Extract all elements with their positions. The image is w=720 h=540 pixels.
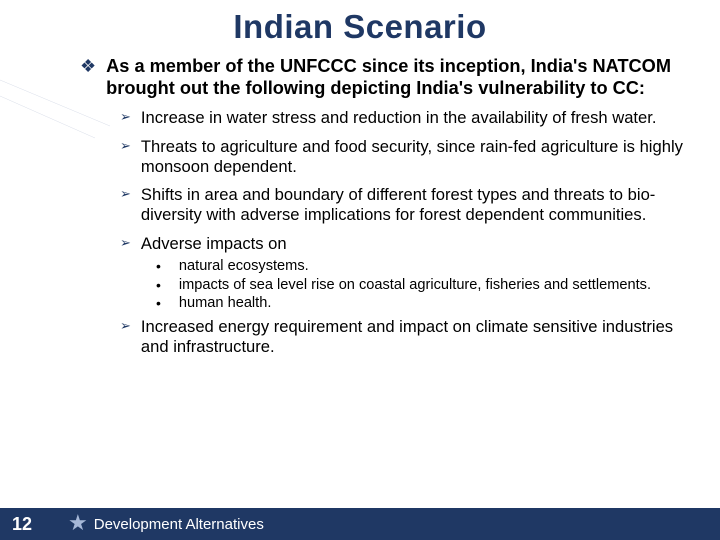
arrow-bullet-icon: ➢	[120, 185, 131, 225]
page-number: 12	[12, 514, 38, 535]
sub-bullet-text: Increased energy requirement and impact …	[141, 317, 690, 357]
sub-sub-bullet: • human health.	[156, 295, 690, 313]
slide: Indian Scenario ❖ As a member of the UNF…	[0, 0, 720, 540]
sub-sub-text: impacts of sea level rise on coastal agr…	[179, 277, 651, 295]
sub-bullet: ➢ Shifts in area and boundary of differe…	[120, 185, 690, 225]
sub-bullet: ➢ Increased energy requirement and impac…	[120, 317, 690, 357]
sub-bullet: ➢ Increase in water stress and reduction…	[120, 108, 690, 128]
sub-sub-text: natural ecosystems.	[179, 258, 309, 276]
slide-title: Indian Scenario	[20, 8, 700, 46]
footer-bar: 12 ★ Development Alternatives	[0, 508, 720, 540]
sub-sub-list: • natural ecosystems. • impacts of sea l…	[120, 258, 690, 313]
dot-bullet-icon: •	[156, 295, 161, 313]
content-area: ❖ As a member of the UNFCCC since its in…	[20, 56, 700, 356]
sub-bullet: ➢ Adverse impacts on	[120, 234, 690, 254]
main-bullet: ❖ As a member of the UNFCCC since its in…	[80, 56, 690, 100]
sub-bullet-list: ➢ Increase in water stress and reduction…	[80, 108, 690, 357]
sub-bullet: ➢ Threats to agriculture and food securi…	[120, 137, 690, 177]
sub-sub-bullet: • impacts of sea level rise on coastal a…	[156, 277, 690, 295]
sub-bullet-text: Adverse impacts on	[141, 234, 287, 254]
sub-sub-text: human health.	[179, 295, 272, 313]
sub-bullet-text: Threats to agriculture and food security…	[141, 137, 690, 177]
arrow-bullet-icon: ➢	[120, 234, 131, 254]
dot-bullet-icon: •	[156, 277, 161, 295]
sub-bullet-text: Increase in water stress and reduction i…	[141, 108, 657, 128]
arrow-bullet-icon: ➢	[120, 137, 131, 177]
sub-bullet-text: Shifts in area and boundary of different…	[141, 185, 690, 225]
footer-org: Development Alternatives	[94, 516, 264, 533]
sub-sub-bullet: • natural ecosystems.	[156, 258, 690, 276]
main-bullet-text: As a member of the UNFCCC since its ince…	[106, 56, 690, 100]
arrow-bullet-icon: ➢	[120, 317, 131, 357]
diamond-bullet-icon: ❖	[80, 56, 96, 100]
arrow-bullet-icon: ➢	[120, 108, 131, 128]
star-icon: ★	[68, 510, 88, 536]
dot-bullet-icon: •	[156, 258, 161, 276]
